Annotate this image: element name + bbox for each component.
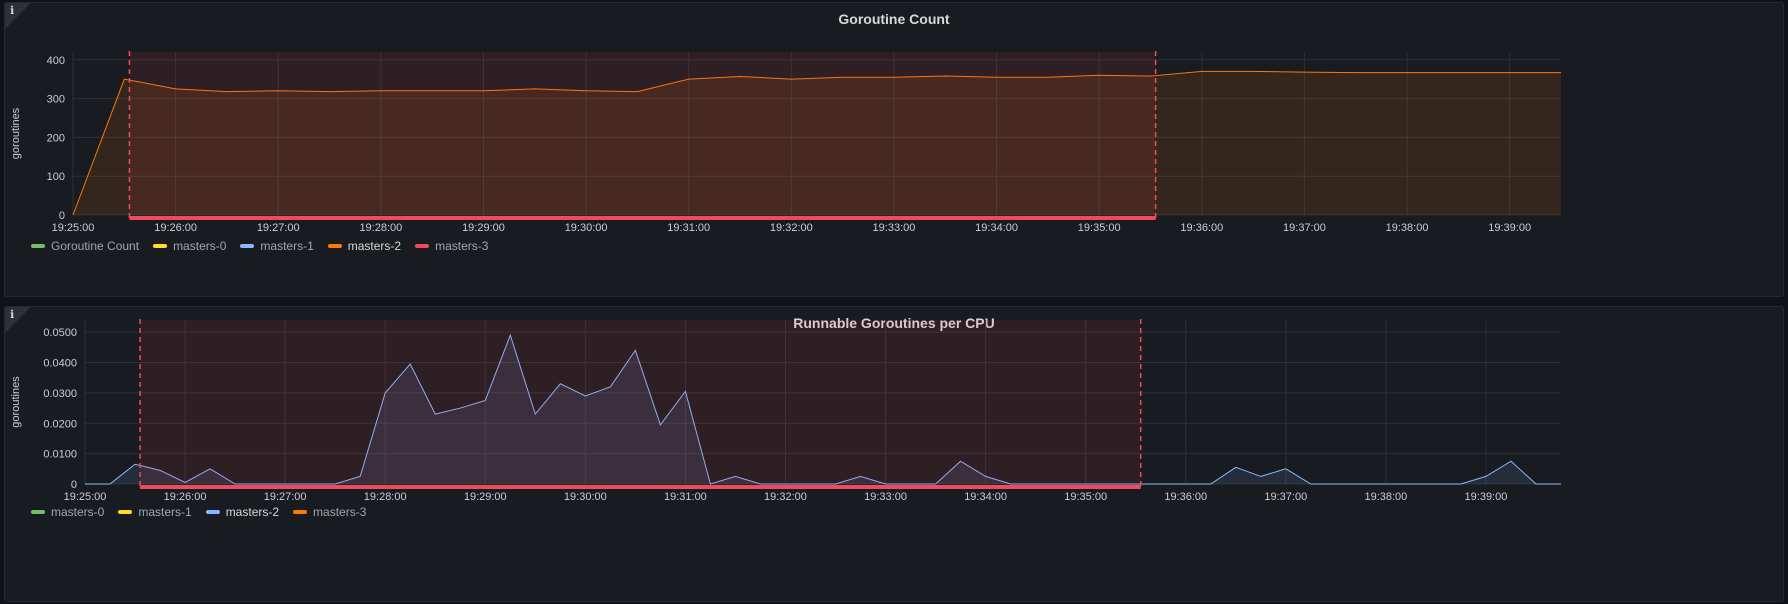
x-tick-label: 19:33:00 xyxy=(873,222,916,234)
runnable-goroutines-panel: ℹ Runnable Goroutines per CPU 19:25:00 19… xyxy=(4,306,1784,602)
annotation-marker-bar xyxy=(129,216,1156,220)
x-tick-label: 19:25:00 xyxy=(52,222,95,234)
x-tick-label: 19:31:00 xyxy=(664,491,707,503)
info-corner[interactable] xyxy=(5,3,31,29)
legend-label: masters-0 xyxy=(173,239,227,253)
legend-swatch xyxy=(153,244,168,248)
legend-swatch xyxy=(118,510,133,514)
y-tick-label: 400 xyxy=(47,55,65,67)
annotation-region xyxy=(140,320,1141,484)
y-tick-label: 0.0100 xyxy=(43,449,77,461)
legend-item[interactable]: masters-3 xyxy=(293,505,366,519)
legend-item[interactable]: masters-0 xyxy=(153,239,226,253)
panel-title[interactable]: Runnable Goroutines per CPU xyxy=(793,315,995,331)
x-tick-label: 19:38:00 xyxy=(1364,491,1407,503)
x-tick-label: 19:33:00 xyxy=(864,491,907,503)
legend-swatch xyxy=(205,510,220,514)
x-tick-label: 19:26:00 xyxy=(164,491,207,503)
y-tick-label: 300 xyxy=(47,94,65,106)
x-tick-label: 19:39:00 xyxy=(1465,491,1508,503)
legend-label: masters-1 xyxy=(138,505,192,519)
legend-swatch xyxy=(31,244,45,248)
x-tick-label: 19:34:00 xyxy=(975,222,1018,234)
legend-item[interactable]: masters-0 xyxy=(31,505,104,519)
legend-swatch xyxy=(327,244,342,248)
x-tick-label: 19:28:00 xyxy=(359,222,402,234)
y-tick-label: 0.0500 xyxy=(43,327,77,339)
y-tick-label: 0.0200 xyxy=(43,418,77,430)
legend-swatch xyxy=(293,510,308,514)
legend-label: Goroutine Count xyxy=(51,239,140,253)
legend-swatch xyxy=(240,244,255,248)
y-tick-label: 0.0400 xyxy=(43,358,77,370)
x-tick-label: 19:30:00 xyxy=(564,491,607,503)
annotation-region xyxy=(129,52,1156,215)
info-icon[interactable]: ℹ xyxy=(10,4,15,17)
legend-item[interactable]: masters-2 xyxy=(327,239,402,253)
x-tick-label: 19:29:00 xyxy=(464,491,507,503)
series-area xyxy=(73,71,1561,216)
y-axis-label: goroutines xyxy=(10,107,22,159)
series-line xyxy=(72,70,1561,216)
x-tick-label: 19:39:00 xyxy=(1488,222,1531,234)
legend-label: masters-2 xyxy=(225,505,280,519)
chart-legend: Goroutine Count masters-0 masters-1 masters… xyxy=(31,239,488,253)
x-tick-label: 19:28:00 xyxy=(364,491,407,503)
plot-area: 19:25:00 19:26:00 19:27:00 19:28:00 19:29:00… xyxy=(10,51,1561,234)
x-tick-label: 19:34:00 xyxy=(964,491,1007,503)
chart-legend: masters-0 masters-1 masters-2 masters-3 xyxy=(31,505,366,519)
x-tick-label: 19:36:00 xyxy=(1180,222,1223,234)
annotation-marker-bar xyxy=(140,485,1141,489)
legend-label: masters-0 xyxy=(51,505,105,519)
legend-label: masters-3 xyxy=(435,239,489,253)
panel-title[interactable]: Goroutine Count xyxy=(838,11,950,27)
y-tick-label: 0.0300 xyxy=(43,388,77,400)
legend-label: masters-3 xyxy=(313,505,367,519)
legend-label: masters-1 xyxy=(260,239,314,253)
legend-item[interactable]: masters-3 xyxy=(415,239,488,253)
legend-item[interactable]: masters-1 xyxy=(240,239,314,253)
legend-swatch xyxy=(415,244,430,248)
legend-item[interactable]: Goroutine Count xyxy=(31,239,139,253)
legend-label: masters-2 xyxy=(347,239,402,253)
y-tick-label: 0 xyxy=(71,479,77,491)
x-tick-label: 19:29:00 xyxy=(462,222,505,234)
info-corner[interactable] xyxy=(5,307,31,333)
legend-swatch xyxy=(31,510,45,514)
y-tick-label: 100 xyxy=(47,171,65,183)
goroutine-count-chart[interactable]: 19:25:00 19:26:00 19:27:00 19:28:00 19:29:00… xyxy=(5,3,1785,298)
x-tick-label: 19:36:00 xyxy=(1164,491,1207,503)
y-tick-label: 0 xyxy=(59,210,65,222)
y-tick-label: 200 xyxy=(47,132,65,144)
legend-item[interactable]: masters-1 xyxy=(118,505,192,519)
goroutine-count-panel: ℹ Goroutine Count 19:25:00 19:26:00 19:27:… xyxy=(4,2,1784,297)
x-tick-label: 19:31:00 xyxy=(667,222,710,234)
x-tick-label: 19:35:00 xyxy=(1064,491,1107,503)
y-axis-label: goroutines xyxy=(10,376,22,428)
runnable-goroutines-chart[interactable]: 19:25:00 19:26:00 19:27:00 19:28:00 19:29:00… xyxy=(5,307,1785,603)
x-tick-label: 19:27:00 xyxy=(257,222,300,234)
x-tick-label: 19:32:00 xyxy=(770,222,813,234)
x-tick-label: 19:37:00 xyxy=(1283,222,1326,234)
series-line xyxy=(85,333,1561,485)
x-tick-label: 19:26:00 xyxy=(154,222,197,234)
x-tick-label: 19:38:00 xyxy=(1386,222,1429,234)
x-tick-label: 19:35:00 xyxy=(1078,222,1121,234)
x-tick-label: 19:25:00 xyxy=(64,491,107,503)
series-area xyxy=(85,335,1561,484)
x-tick-label: 19:30:00 xyxy=(565,222,608,234)
legend-item[interactable]: masters-2 xyxy=(205,505,280,519)
info-icon[interactable]: ℹ xyxy=(10,308,15,321)
x-tick-label: 19:27:00 xyxy=(264,491,307,503)
x-tick-label: 19:32:00 xyxy=(764,491,807,503)
x-tick-label: 19:37:00 xyxy=(1264,491,1307,503)
plot-area: 19:25:00 19:26:00 19:27:00 19:28:00 19:29:00… xyxy=(10,319,1561,503)
